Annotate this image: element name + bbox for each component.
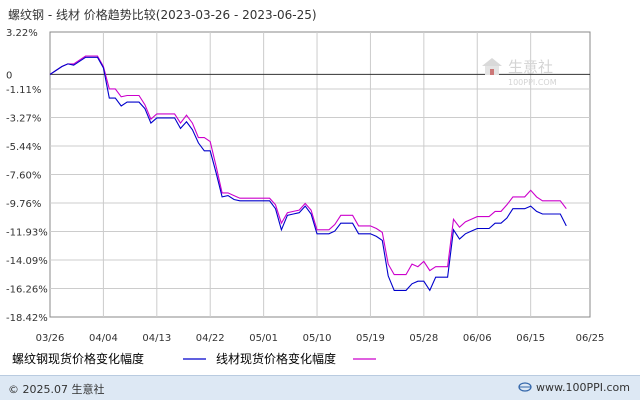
footer-site: www.100PPI.com: [518, 381, 630, 394]
x-tick-labels: 03/26 04/04 04/13 04/22 05/01 05/10 05/19 05/28…: [36, 333, 605, 344]
x-tick-label: 05/01: [249, 333, 278, 344]
y-tick-label: -16.26%: [6, 285, 48, 296]
legend-label-rebar: 螺纹钢现货价格变化幅度: [12, 351, 144, 366]
legend-label-wire-rod: 线材现货价格变化幅度: [216, 351, 336, 366]
y-tick-label: 3.22%: [6, 28, 38, 39]
house-icon: [482, 58, 502, 75]
y-tick-labels: 3.22% 0 -1.11% -3.27% -5.44% -7.60% -9.76% -11.…: [6, 28, 48, 324]
series-line-wire-rod: [49, 55, 567, 276]
chart-title: 螺纹钢 - 线材 价格趋势比较(2023-03-26 - 2023-06-25): [8, 7, 317, 22]
y-tick-label: 0: [6, 70, 12, 81]
x-tick-label: 04/04: [89, 333, 118, 344]
x-tick-label: 04/22: [196, 333, 225, 344]
x-tick-label: 05/19: [356, 333, 385, 344]
y-tick-label: -9.76%: [6, 199, 41, 210]
footer-site-url: www.100PPI.com: [536, 381, 630, 394]
x-tick-label: 03/26: [36, 333, 65, 344]
footer-bar: © 2025.07 生意社 www.100PPI.com: [0, 375, 640, 400]
y-tick-label: -3.27%: [6, 113, 41, 124]
y-tick-label: -14.09%: [6, 256, 48, 267]
footer-copyright: © 2025.07 生意社: [8, 383, 105, 396]
watermark-name: 生意社: [508, 58, 553, 76]
y-tick-label: -5.44%: [6, 142, 41, 153]
watermark-url: 100PPI.COM: [508, 78, 557, 87]
x-tick-label: 05/10: [303, 333, 332, 344]
series-line-rebar: [49, 56, 567, 292]
y-tick-label: -7.60%: [6, 171, 41, 182]
grid-layer: [49, 31, 591, 318]
x-tick-label: 05/28: [409, 333, 438, 344]
y-tick-label: -11.93%: [6, 228, 48, 239]
y-tick-label: -1.11%: [6, 85, 41, 96]
x-tick-label: 06/15: [516, 333, 545, 344]
y-tick-label: -18.42%: [6, 313, 48, 324]
x-tick-label: 06/25: [576, 333, 605, 344]
x-tick-label: 06/06: [463, 333, 492, 344]
globe-icon: [518, 382, 532, 392]
watermark-logo: 生意社 100PPI.COM: [482, 58, 557, 87]
series-layer: [49, 55, 567, 292]
legend: 螺纹钢现货价格变化幅度 线材现货价格变化幅度: [12, 351, 376, 366]
x-tick-label: 04/13: [142, 333, 171, 344]
